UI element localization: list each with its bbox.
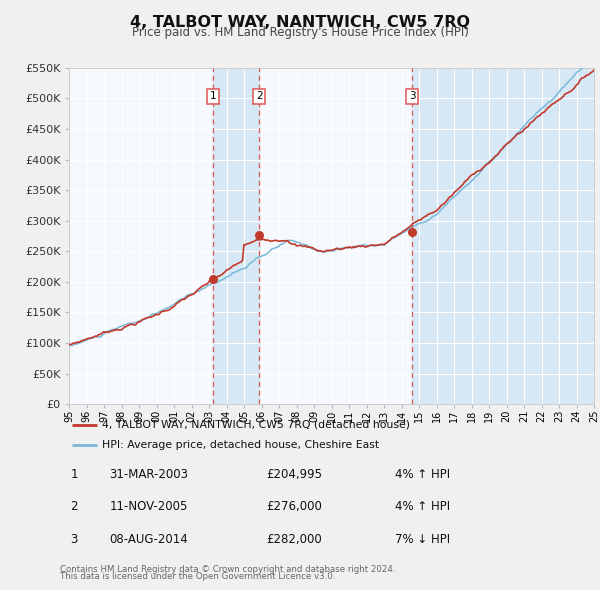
Text: 4, TALBOT WAY, NANTWICH, CW5 7RQ (detached house): 4, TALBOT WAY, NANTWICH, CW5 7RQ (detach… xyxy=(102,420,410,430)
Bar xyxy=(214,68,259,404)
Text: 3: 3 xyxy=(409,91,415,101)
Text: 4% ↑ HPI: 4% ↑ HPI xyxy=(395,500,449,513)
Text: £276,000: £276,000 xyxy=(266,500,323,513)
Text: Price paid vs. HM Land Registry's House Price Index (HPI): Price paid vs. HM Land Registry's House … xyxy=(131,26,469,39)
Text: £204,995: £204,995 xyxy=(266,468,323,481)
Text: 1: 1 xyxy=(71,468,78,481)
Text: 7% ↓ HPI: 7% ↓ HPI xyxy=(395,533,449,546)
Text: 4, TALBOT WAY, NANTWICH, CW5 7RQ: 4, TALBOT WAY, NANTWICH, CW5 7RQ xyxy=(130,15,470,30)
Text: 2: 2 xyxy=(256,91,263,101)
Text: 4% ↑ HPI: 4% ↑ HPI xyxy=(395,468,449,481)
Text: 31-MAR-2003: 31-MAR-2003 xyxy=(109,468,188,481)
Text: 11-NOV-2005: 11-NOV-2005 xyxy=(109,500,188,513)
Text: 08-AUG-2014: 08-AUG-2014 xyxy=(109,533,188,546)
Text: HPI: Average price, detached house, Cheshire East: HPI: Average price, detached house, Ches… xyxy=(102,440,379,450)
Text: Contains HM Land Registry data © Crown copyright and database right 2024.: Contains HM Land Registry data © Crown c… xyxy=(60,565,395,574)
Text: £282,000: £282,000 xyxy=(266,533,322,546)
Text: 1: 1 xyxy=(210,91,217,101)
Text: 3: 3 xyxy=(71,533,78,546)
Text: This data is licensed under the Open Government Licence v3.0.: This data is licensed under the Open Gov… xyxy=(60,572,335,581)
Bar xyxy=(412,68,594,404)
Text: 2: 2 xyxy=(71,500,78,513)
